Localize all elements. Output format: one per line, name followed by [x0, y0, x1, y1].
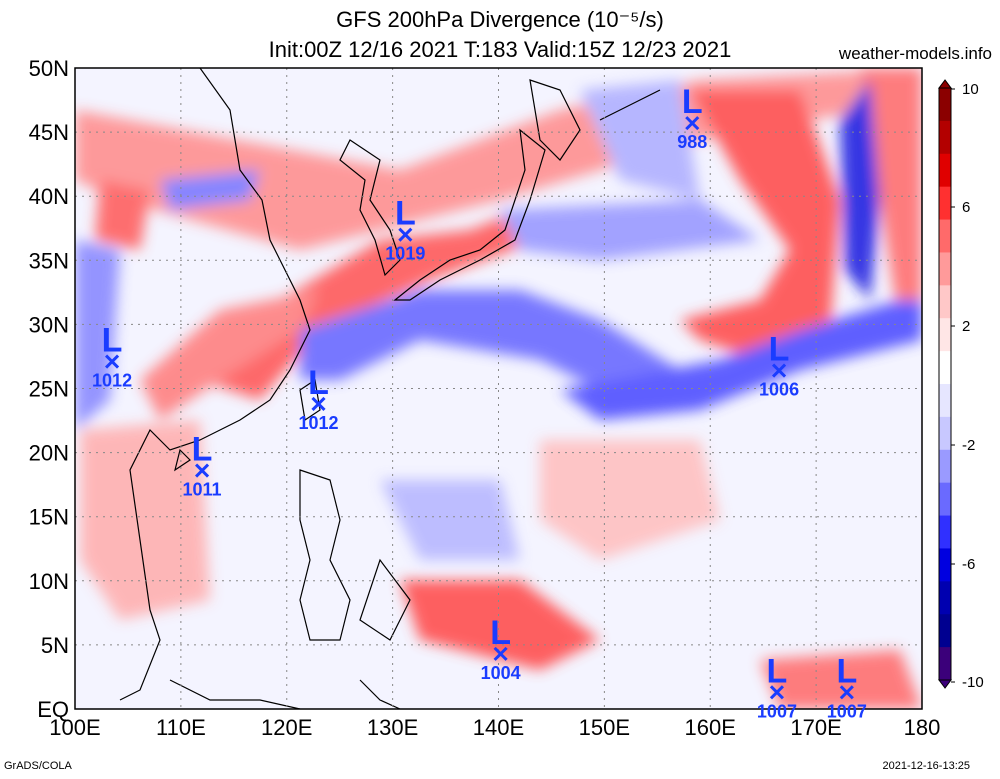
x-tick-label: 150E	[579, 715, 630, 740]
colorbar-label: 10	[962, 81, 979, 98]
low-pressure-value: 1012	[298, 413, 338, 433]
x-tick-label: 110E	[156, 715, 206, 740]
colorbar-label: -10	[962, 674, 984, 691]
low-pressure-value: 1006	[759, 380, 799, 400]
colorbar-segment	[939, 647, 951, 681]
colorbar-segment	[939, 449, 951, 484]
y-tick-label: 5N	[41, 633, 69, 658]
colorbar-segment	[939, 285, 951, 319]
y-tick-label: EQ	[37, 697, 69, 722]
low-pressure-value: 1004	[481, 663, 521, 683]
low-marker: L 1019	[385, 195, 425, 264]
x-tick-label: 170E	[790, 715, 841, 740]
x-tick-labels: 100E 110E 120E 130E 140E 150E 160E 170E 180	[49, 715, 940, 740]
colorbar-segment	[939, 219, 951, 253]
x-tick-label: 160E	[685, 715, 736, 740]
y-tick-label: 10N	[29, 569, 69, 594]
y-tick-labels: EQ 5N 10N 15N 20N 25N 30N 35N 40N 45N 50N	[29, 56, 69, 722]
low-label: L	[490, 614, 511, 652]
y-tick-label: 45N	[29, 120, 69, 145]
low-label: L	[836, 652, 857, 690]
low-marker: L 1011	[183, 431, 222, 500]
footer-software: GrADS/COLA	[4, 760, 72, 772]
low-marker: L 1006	[759, 331, 799, 400]
colorbar-label: -6	[962, 556, 975, 573]
low-pressure-value: 988	[677, 132, 707, 152]
colorbar-segment	[939, 153, 951, 188]
low-marker: L 1004	[481, 614, 521, 683]
colorbar-segment	[939, 186, 951, 221]
colorbar: 10 6 2 -2 -6 -10	[938, 79, 984, 691]
low-center-mark	[685, 116, 700, 131]
colorbar-segment	[939, 515, 951, 549]
colorbar-bottom-arrow	[938, 679, 952, 689]
low-label: L	[102, 322, 123, 360]
low-label: L	[769, 331, 790, 369]
x-tick-label: 140E	[473, 715, 524, 740]
low-label: L	[395, 195, 416, 233]
y-tick-label: 25N	[29, 377, 69, 402]
low-marker: L 1012	[92, 322, 132, 391]
colorbar-segment	[939, 318, 951, 352]
colorbar-top-arrow	[938, 79, 952, 89]
plot-frame	[74, 67, 923, 710]
colorbar-segment	[939, 384, 951, 418]
y-tick-label: 50N	[29, 56, 69, 81]
x-tick-label: 130E	[367, 715, 418, 740]
y-tick-label: 40N	[29, 184, 69, 209]
low-pressure-value: 1007	[827, 701, 867, 721]
coastlines	[119, 68, 661, 709]
low-center-mark	[769, 685, 785, 700]
y-tick-label: 15N	[29, 505, 69, 530]
low-center-mark	[398, 227, 413, 242]
low-center-mark	[104, 354, 120, 369]
low-center-mark	[772, 363, 787, 378]
colorbar-segment	[939, 581, 951, 615]
low-marker: L 1007	[757, 652, 797, 721]
colorbar-segment	[939, 614, 951, 648]
low-pressure-value: 1011	[183, 480, 222, 500]
low-pressure-value: 1019	[385, 244, 425, 264]
low-center-mark	[311, 396, 326, 411]
y-tick-label: 35N	[29, 248, 69, 273]
low-label: L	[192, 431, 213, 469]
low-center-mark	[194, 463, 210, 478]
low-pressure-value: 1007	[757, 701, 797, 721]
colorbar-segment	[939, 351, 951, 385]
x-tick-label: 180	[904, 715, 941, 740]
chart-title: GFS 200hPa Divergence (10⁻⁵/s)	[336, 7, 664, 32]
colorbar-segment	[939, 120, 951, 155]
colorbar-segment	[939, 252, 951, 286]
y-tick-label: 20N	[29, 441, 69, 466]
gridlines	[75, 68, 922, 709]
colorbar-segment	[939, 416, 951, 451]
colorbar-segment	[939, 548, 951, 582]
low-center-mark	[493, 646, 508, 661]
low-marker: L 988	[677, 83, 707, 152]
colorbar-label: 6	[962, 199, 970, 216]
y-tick-label: 30N	[29, 312, 69, 337]
footer-timestamp: 2021-12-16-13:25	[882, 760, 970, 772]
low-marker: L 1012	[298, 364, 338, 433]
low-marker: L 1007	[827, 652, 867, 721]
x-tick-label: 100E	[49, 715, 100, 740]
low-label: L	[308, 364, 329, 402]
colorbar-label: -2	[962, 437, 975, 454]
colorbar-segment	[939, 482, 951, 517]
chart-subtitle: Init:00Z 12/16 2021 T:183 Valid:15Z 12/2…	[268, 37, 732, 62]
colorbar-label: 2	[962, 318, 970, 335]
low-pressure-value: 1012	[92, 371, 132, 391]
low-label: L	[767, 652, 788, 690]
x-tick-label: 120E	[261, 715, 312, 740]
site-credit: weather-models.info	[838, 44, 992, 63]
low-center-mark	[839, 685, 854, 700]
low-label: L	[682, 83, 703, 121]
colorbar-segment	[939, 88, 951, 122]
